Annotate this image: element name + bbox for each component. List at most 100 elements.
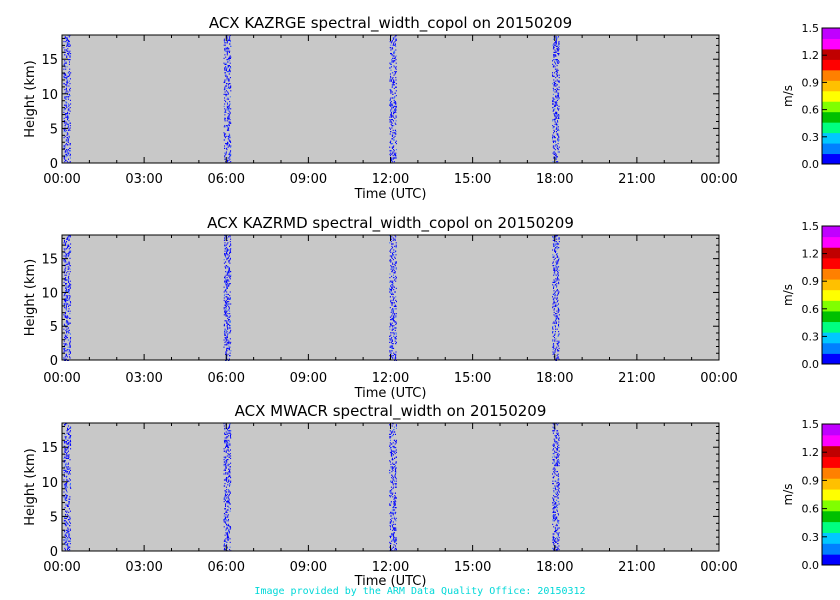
- colorbar-segment: [822, 434, 840, 447]
- colorbar-segment: [822, 478, 840, 490]
- colorbar-tick-label: 0.9: [802, 76, 820, 89]
- x-tick-label: 03:00: [125, 172, 162, 187]
- colorbar-tick-label: 1.2: [802, 248, 820, 261]
- colorbar-unit-label: m/s: [781, 484, 795, 506]
- colorbar-segment: [822, 257, 840, 269]
- colorbar-segment: [822, 445, 840, 458]
- colorbar-segment: [822, 153, 840, 165]
- colorbar-tick-label: 0.9: [802, 275, 820, 288]
- colorbar-segment: [822, 353, 840, 365]
- colorbar-tick-label: 0.3: [802, 531, 820, 544]
- colorbar-tick-label: 0.6: [802, 503, 820, 516]
- colorbar-segment: [822, 80, 840, 92]
- data-band: [552, 235, 560, 361]
- x-tick-label: 00:00: [700, 560, 737, 575]
- colorbar-segment: [822, 321, 840, 333]
- y-tick-label: 5: [50, 510, 58, 525]
- colorbar-tick-label: 0.0: [802, 358, 820, 371]
- colorbar-segment: [822, 543, 840, 555]
- colorbar-frame: [821, 423, 840, 566]
- x-tick-label: 12:00: [372, 371, 409, 386]
- data-band: [389, 35, 397, 163]
- x-tick-label: 12:00: [372, 172, 409, 187]
- colorbar-segment: [822, 132, 840, 144]
- colorbar-segment: [822, 310, 840, 323]
- x-tick-label: 09:00: [290, 560, 327, 575]
- colorbar-segment: [822, 59, 840, 71]
- colorbar-segment: [822, 554, 840, 566]
- y-tick-label: 5: [50, 122, 58, 137]
- x-tick-label: 12:00: [372, 560, 409, 575]
- x-tick-label: 15:00: [454, 172, 491, 187]
- colorbar-segment: [822, 532, 840, 544]
- colorbar-unit-label: m/s: [781, 284, 795, 306]
- x-tick-label: 18:00: [536, 172, 573, 187]
- colorbar-tick-label: 0.0: [802, 559, 820, 572]
- y-axis-label: Height (km): [23, 60, 38, 137]
- plot-area: [62, 235, 719, 360]
- colorbar-tick-label: 0.6: [802, 303, 820, 316]
- x-tick-label: 21:00: [618, 560, 655, 575]
- chart-title: ACX KAZRMD spectral_width_copol on 20150…: [207, 214, 574, 233]
- colorbar-segment: [822, 28, 840, 39]
- x-tick-label: 00:00: [700, 371, 737, 386]
- colorbar-tick-label: 0.3: [802, 330, 820, 343]
- y-tick-label: 15: [41, 441, 58, 456]
- colorbar-segment: [822, 521, 840, 533]
- x-tick-label: 09:00: [290, 371, 327, 386]
- colorbar-segment: [822, 111, 840, 123]
- data-band: [63, 35, 72, 164]
- colorbar-segment: [822, 143, 840, 155]
- colorbar-segment: [822, 332, 840, 344]
- y-tick-label: 15: [41, 53, 58, 68]
- y-tick-label: 5: [50, 320, 58, 335]
- colorbar-segment: [822, 424, 840, 436]
- x-tick-label: 03:00: [125, 560, 162, 575]
- colorbar-tick-label: 1.5: [802, 418, 820, 431]
- colorbar-tick-label: 1.2: [802, 49, 820, 62]
- colorbar-tick-label: 1.5: [802, 220, 820, 233]
- y-axis-label: Height (km): [23, 259, 38, 336]
- x-tick-label: 00:00: [700, 172, 737, 187]
- data-band: [223, 35, 232, 164]
- colorbar-segment: [822, 268, 840, 280]
- colorbar-segment: [822, 499, 840, 512]
- colorbar-segment: [822, 101, 840, 113]
- y-tick-label: 15: [41, 253, 58, 268]
- colorbar-tick-label: 1.5: [802, 22, 820, 35]
- data-band: [223, 235, 232, 361]
- colorbar-segment: [822, 342, 840, 354]
- colorbar-segment: [822, 90, 840, 102]
- y-tick-label: 10: [41, 476, 58, 491]
- data-band: [552, 36, 560, 164]
- chart-title: ACX MWACR spectral_width on 20150209: [235, 402, 547, 421]
- data-band: [389, 423, 397, 552]
- data-band: [389, 235, 397, 361]
- colorbar-tick-label: 0.6: [802, 104, 820, 117]
- x-tick-label: 06:00: [208, 560, 245, 575]
- colorbar-segment: [822, 467, 840, 479]
- x-tick-label: 21:00: [618, 172, 655, 187]
- x-tick-label: 06:00: [208, 172, 245, 187]
- colorbar-segment: [822, 226, 840, 238]
- x-tick-label: 09:00: [290, 172, 327, 187]
- colorbar-tick-label: 0.9: [802, 474, 820, 487]
- colorbar-segment: [822, 510, 840, 523]
- colorbar-segment: [822, 279, 840, 291]
- colorbar-frame: [821, 27, 840, 165]
- y-tick-label: 0: [50, 157, 58, 172]
- y-tick-label: 0: [50, 354, 58, 369]
- x-tick-label: 15:00: [454, 371, 491, 386]
- colorbar-frame: [821, 225, 840, 365]
- x-tick-label: 00:00: [43, 560, 80, 575]
- data-band: [63, 235, 72, 361]
- x-axis-label: Time (UTC): [354, 386, 427, 401]
- y-tick-label: 10: [41, 286, 58, 301]
- x-tick-label: 15:00: [454, 560, 491, 575]
- x-tick-label: 00:00: [43, 371, 80, 386]
- colorbar-segment: [822, 122, 840, 134]
- colorbar-unit-label: m/s: [781, 85, 795, 107]
- colorbar-segment: [822, 236, 840, 248]
- colorbar-tick-label: 0.0: [802, 158, 820, 171]
